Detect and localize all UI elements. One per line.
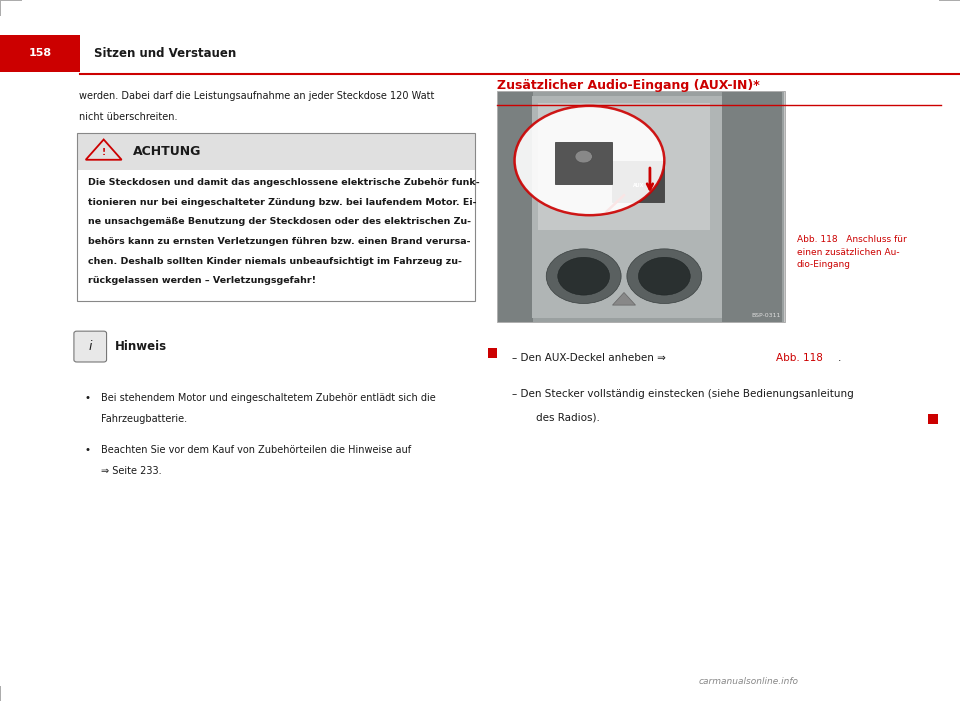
Text: nicht überschreiten.: nicht überschreiten. [79,112,178,122]
FancyBboxPatch shape [722,92,782,322]
FancyBboxPatch shape [612,161,664,202]
Text: Beachten Sie vor dem Kauf von Zubehörteilen die Hinweise auf: Beachten Sie vor dem Kauf von Zubehörtei… [101,445,411,455]
Text: !: ! [102,148,106,156]
Text: behörs kann zu ernsten Verletzungen führen bzw. einen Brand verursa-: behörs kann zu ernsten Verletzungen führ… [88,237,470,246]
Text: chen. Deshalb sollten Kinder niemals unbeaufsichtigt im Fahrzeug zu-: chen. Deshalb sollten Kinder niemals unb… [88,257,462,266]
Text: Zusätzlicher Audio-Eingang (AUX-IN)*: Zusätzlicher Audio-Eingang (AUX-IN)* [497,79,760,92]
FancyBboxPatch shape [74,331,107,362]
Text: Abb. 118: Abb. 118 [776,353,823,362]
Text: Bei stehendem Motor und eingeschaltetem Zubehör entlädt sich die: Bei stehendem Motor und eingeschaltetem … [101,393,436,402]
FancyBboxPatch shape [497,91,785,322]
Circle shape [627,249,702,304]
Text: ACHTUNG: ACHTUNG [132,145,201,158]
Text: •: • [84,445,90,455]
Text: .: . [838,353,842,362]
Text: – Den AUX-Deckel anheben ⇒: – Den AUX-Deckel anheben ⇒ [512,353,669,362]
Circle shape [638,257,690,295]
Text: rückgelassen werden – Verletzungsgefahr!: rückgelassen werden – Verletzungsgefahr! [88,276,317,285]
Circle shape [515,106,664,215]
Text: ne unsachgemäße Benutzung der Steckdosen oder des elektrischen Zu-: ne unsachgemäße Benutzung der Steckdosen… [88,217,471,226]
FancyBboxPatch shape [0,35,80,72]
Text: carmanualsonline.info: carmanualsonline.info [699,676,799,686]
Text: des Radios).: des Radios). [523,412,600,422]
Text: 158: 158 [28,48,52,58]
FancyBboxPatch shape [555,142,612,184]
FancyBboxPatch shape [498,92,784,322]
Text: – Den Stecker vollständig einstecken (siehe Bedienungsanleitung: – Den Stecker vollständig einstecken (si… [512,389,853,399]
Circle shape [575,150,592,163]
FancyBboxPatch shape [538,102,710,230]
Text: BSP-0311: BSP-0311 [751,313,780,318]
FancyBboxPatch shape [928,414,938,424]
FancyBboxPatch shape [498,92,533,322]
Text: Hinweis: Hinweis [115,340,167,353]
Text: Abb. 118   Anschluss für
einen zusätzlichen Au-
dio-Eingang: Abb. 118 Anschluss für einen zusätzliche… [797,236,906,269]
Text: ⇒ Seite 233.: ⇒ Seite 233. [101,466,161,476]
Text: Sitzen und Verstauen: Sitzen und Verstauen [94,47,236,60]
Circle shape [558,257,610,295]
Circle shape [546,249,621,304]
FancyBboxPatch shape [77,133,475,170]
Text: werden. Dabei darf die Leistungsaufnahme an jeder Steckdose 120 Watt: werden. Dabei darf die Leistungsaufnahme… [79,91,434,101]
FancyBboxPatch shape [488,348,497,358]
Text: Fahrzeugbatterie.: Fahrzeugbatterie. [101,414,187,423]
Text: AUX: AUX [633,183,644,188]
Text: tionieren nur bei eingeschalteter Zündung bzw. bei laufendem Motor. Ei-: tionieren nur bei eingeschalteter Zündun… [88,198,477,207]
Text: Die Steckdosen und damit das angeschlossene elektrische Zubehör funk-: Die Steckdosen und damit das angeschloss… [88,178,480,187]
Text: •: • [84,393,90,402]
Text: i: i [88,340,92,353]
FancyBboxPatch shape [532,96,722,318]
Polygon shape [612,292,636,305]
